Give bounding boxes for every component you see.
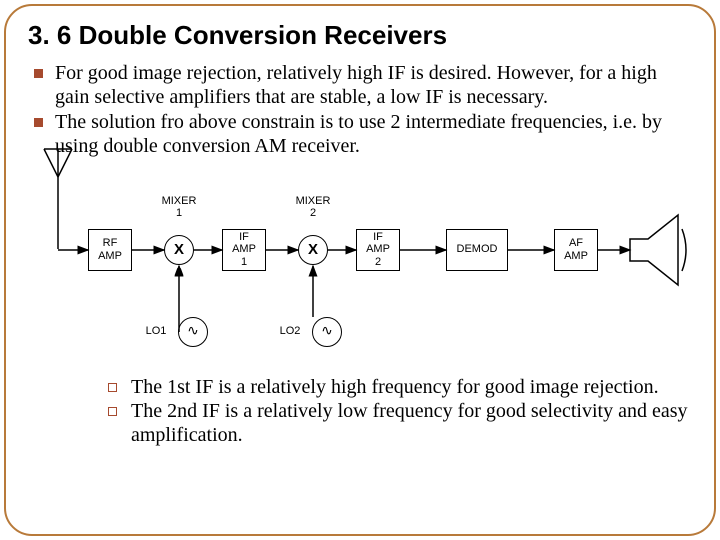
mixer2-circle: X: [298, 235, 328, 265]
sub-bullet-item: The 1st IF is a relatively high frequenc…: [108, 375, 692, 399]
sine-icon: ∿: [321, 323, 333, 340]
bullet-list: For good image rejection, relatively hig…: [34, 61, 692, 159]
lo1-circle: ∿: [178, 317, 208, 347]
sub-bullet-text: The 2nd IF is a relatively low frequency…: [131, 399, 692, 448]
bullet-item: For good image rejection, relatively hig…: [34, 61, 692, 110]
sub-bullet-list: The 1st IF is a relatively high frequenc…: [108, 375, 692, 448]
sub-bullet-item: The 2nd IF is a relatively low frequency…: [108, 399, 692, 448]
mixer1-circle: X: [164, 235, 194, 265]
demod-box: DEMOD: [446, 229, 508, 271]
bullet-text: The solution fro above constrain is to u…: [55, 110, 692, 159]
page-title: 3. 6 Double Conversion Receivers: [28, 20, 692, 51]
af-amp-box: AFAMP: [554, 229, 598, 271]
sub-bullet-text: The 1st IF is a relatively high frequenc…: [131, 375, 659, 399]
mixer1-top-label: MIXER1: [154, 195, 204, 219]
lo1-label: LO1: [140, 325, 172, 337]
rf-amp-box: RFAMP: [88, 229, 132, 271]
bullet-item: The solution fro above constrain is to u…: [34, 110, 692, 159]
if-amp-1-box: IFAMP1: [222, 229, 266, 271]
slide-card: 3. 6 Double Conversion Receivers For goo…: [4, 4, 716, 536]
if-amp-2-box: IFAMP2: [356, 229, 400, 271]
speaker-icon: [628, 209, 690, 291]
lo2-label: LO2: [274, 325, 306, 337]
lo2-circle: ∿: [312, 317, 342, 347]
antenna-icon: [38, 141, 78, 249]
square-bullet-icon: [34, 118, 43, 127]
hollow-square-bullet-icon: [108, 407, 117, 416]
bullet-text: For good image rejection, relatively hig…: [55, 61, 692, 110]
block-diagram: MIXER1 MIXER2 RFAMP X IFAMP1 X IFAMP2 DE…: [36, 169, 696, 369]
hollow-square-bullet-icon: [108, 383, 117, 392]
square-bullet-icon: [34, 69, 43, 78]
sine-icon: ∿: [187, 323, 199, 340]
mixer2-top-label: MIXER2: [288, 195, 338, 219]
